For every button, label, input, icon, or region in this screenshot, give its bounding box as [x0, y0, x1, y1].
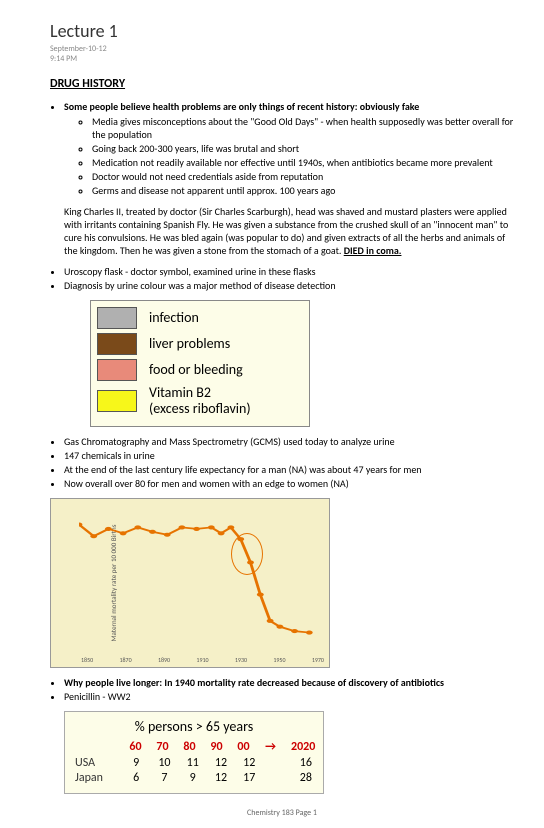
hcell: 00 [237, 740, 250, 756]
hcell: 70 [156, 740, 169, 756]
swatch [97, 307, 137, 329]
xtick: 1950 [273, 657, 285, 665]
cell: 12 [214, 771, 228, 787]
table-row: USA 9 10 11 12 12 16 [75, 756, 313, 772]
swatch [97, 390, 137, 412]
hcell: 90 [210, 740, 223, 756]
list-item: Why people live longer: In 1940 mortalit… [64, 676, 514, 689]
cell: 12 [214, 756, 228, 772]
list-item: Doctor would not need credentials aside … [92, 170, 514, 183]
cell: 12 [242, 756, 256, 772]
list-item: Diagnosis by urine colour was a major me… [64, 279, 514, 292]
table-header-row: 60 70 80 90 00 → 2020 [75, 740, 313, 756]
cell: 11 [186, 756, 200, 772]
list-item: Medication not readily available nor eff… [92, 156, 514, 169]
meta-time: 9:14 PM [50, 55, 514, 65]
legend-label: infection [149, 310, 199, 325]
hcell: 80 [183, 740, 196, 756]
list-item: Gas Chromatography and Mass Spectrometry… [64, 435, 514, 448]
xtick: 1970 [312, 657, 324, 665]
xtick: 1930 [235, 657, 247, 665]
list-item: Germs and disease not apparent until app… [92, 184, 514, 197]
list-item: Penicillin - WW2 [64, 690, 514, 703]
xtick: 1890 [158, 657, 170, 665]
legend-label: Vitamin B2 (excess riboflavin) [149, 385, 251, 416]
why-list: Why people live longer: In 1940 mortalit… [64, 676, 514, 703]
section-heading: DRUG HISTORY [50, 77, 514, 93]
list-item: At the end of the last century life expe… [64, 463, 514, 476]
hcell: 60 [129, 740, 142, 756]
page-meta: September-10-12 9:14 PM [50, 45, 514, 64]
cell: 9 [129, 756, 143, 772]
page-footer: Chemistry 183 Page 1 [50, 808, 514, 818]
cell: 9 [186, 771, 200, 787]
table-title: % persons > 65 years [75, 718, 313, 736]
king-charles-para: King Charles II, treated by doctor (Sir … [64, 205, 514, 257]
cell [270, 771, 284, 787]
legend-row: infection [97, 307, 303, 329]
legend-row: food or bleeding [97, 359, 303, 381]
age-table: % persons > 65 years 60 70 80 90 00 → 20… [64, 711, 324, 794]
intro-list: Some people believe health problems are … [64, 100, 514, 197]
cell: 16 [299, 756, 313, 772]
sub-list: Media gives misconceptions about the "Go… [92, 115, 514, 197]
uroscopy-list: Uroscopy flask - doctor symbol, examined… [64, 265, 514, 292]
xtick: 1850 [81, 657, 93, 665]
xtick: 1870 [119, 657, 131, 665]
mortality-chart: Maternal mortality rate per 10 000 Birth… [50, 498, 330, 668]
chart-plot-area [79, 507, 324, 653]
gcms-list: Gas Chromatography and Mass Spectrometry… [64, 435, 514, 490]
arrow-icon: → [264, 740, 277, 756]
intro-bullet: Some people believe health problems are … [64, 100, 514, 113]
cell: 17 [242, 771, 256, 787]
chart-highlight-circle [231, 533, 263, 575]
legend-row: Vitamin B2 (excess riboflavin) [97, 385, 303, 416]
list-item: 147 chemicals in urine [64, 449, 514, 462]
row-label: USA [75, 756, 115, 772]
cell: 28 [299, 771, 313, 787]
chart-line [79, 524, 309, 632]
legend-label: liver problems [149, 336, 230, 351]
hcell: 2020 [291, 740, 313, 756]
xtick: 1910 [196, 657, 208, 665]
chart-xaxis: 1850 1870 1890 1910 1930 1950 1970 [81, 657, 324, 665]
chart-dots [79, 522, 313, 634]
cell: 6 [129, 771, 143, 787]
swatch [97, 333, 137, 355]
list-item: Media gives misconceptions about the "Go… [92, 115, 514, 141]
list-item: Uroscopy flask - doctor symbol, examined… [64, 265, 514, 278]
cell: 7 [157, 771, 171, 787]
king-text: King Charles II, treated by doctor (Sir … [64, 205, 508, 257]
row-label [75, 740, 115, 756]
table-row: Japan 6 7 9 12 17 28 [75, 771, 313, 787]
page-title: Lecture 1 [50, 20, 514, 43]
chart-svg [79, 507, 324, 653]
legend-label: food or bleeding [149, 362, 243, 377]
legend-row: liver problems [97, 333, 303, 355]
list-item: Going back 200-300 years, life was bruta… [92, 142, 514, 155]
king-died: DIED in coma. [344, 244, 402, 257]
cell [270, 756, 284, 772]
cell: 10 [157, 756, 171, 772]
row-label: Japan [75, 771, 115, 787]
infection-legend: infection liver problems food or bleedin… [90, 300, 310, 427]
list-item: Now overall over 80 for men and women wi… [64, 477, 514, 490]
meta-date: September-10-12 [50, 45, 514, 55]
swatch [97, 359, 137, 381]
